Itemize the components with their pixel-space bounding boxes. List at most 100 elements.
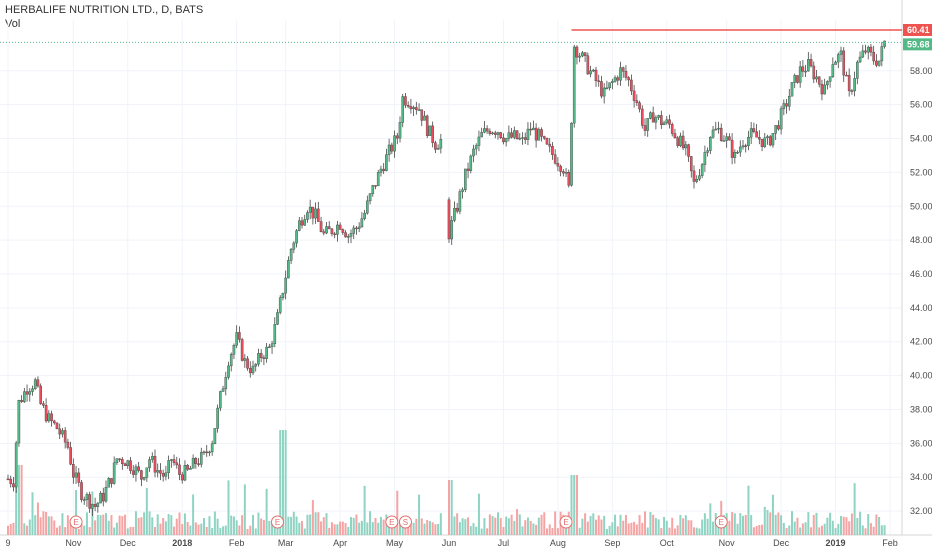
candle: [393, 130, 396, 158]
volume-bar: [31, 492, 34, 535]
volume-bar: [303, 528, 306, 535]
candle-body: [597, 80, 601, 83]
candle-body: [572, 46, 576, 124]
candle-body: [366, 200, 369, 214]
volume-bar: [573, 475, 576, 535]
candle-body: [771, 133, 775, 146]
volume-bar: [630, 522, 633, 535]
candle: [404, 93, 407, 109]
candle: [159, 463, 162, 481]
candle-body: [248, 368, 252, 374]
candle: [877, 60, 881, 67]
earnings-event-icon[interactable]: E: [271, 515, 284, 529]
candle-body: [513, 130, 516, 138]
candle: [640, 105, 644, 129]
candle-body: [668, 119, 671, 125]
earnings-event-icon[interactable]: E: [714, 515, 728, 529]
candle-body: [205, 451, 209, 454]
volume-bar: [7, 525, 9, 535]
candle-body: [319, 221, 323, 232]
candle-body: [88, 494, 91, 509]
candle-body: [779, 108, 783, 130]
earnings-event-icon[interactable]: E: [385, 515, 399, 529]
candle: [521, 132, 524, 145]
volume-bar: [736, 523, 739, 535]
time-tick-label: 2019: [826, 538, 846, 548]
volume-bar: [26, 525, 29, 535]
volume-bar: [330, 522, 333, 535]
candle: [431, 121, 434, 148]
candle: [689, 156, 693, 178]
candle-body: [630, 79, 633, 92]
candle: [504, 137, 508, 147]
volume-bar: [260, 518, 263, 535]
volume-bar: [717, 524, 720, 535]
candle: [387, 138, 391, 162]
candle-body: [581, 52, 584, 57]
candle-body: [703, 152, 707, 165]
candle: [507, 125, 511, 142]
volume-bar: [624, 515, 627, 535]
candle: [556, 157, 560, 172]
volume-bar: [232, 516, 235, 535]
volume-bar: [243, 484, 246, 535]
candle: [322, 228, 326, 236]
volume-bar: [690, 520, 693, 535]
candle-body: [738, 146, 742, 153]
candle: [676, 136, 679, 148]
candle-body: [110, 478, 113, 484]
candle: [284, 270, 287, 300]
candle-body: [515, 130, 519, 139]
candle-body: [140, 470, 143, 480]
candle: [99, 491, 102, 504]
candle-body: [80, 482, 83, 500]
candle-body: [91, 504, 94, 509]
earnings-event-icon[interactable]: S: [398, 515, 412, 529]
candle: [93, 497, 97, 512]
candle: [842, 47, 846, 82]
candle: [458, 188, 462, 215]
candle: [213, 428, 217, 445]
candle-body: [55, 422, 59, 430]
price-tick-label: 48.00: [910, 235, 932, 245]
volume-bar: [328, 527, 331, 535]
candle: [66, 438, 70, 450]
candle-body: [58, 428, 62, 435]
earnings-event-icon[interactable]: E: [69, 515, 83, 529]
candle: [660, 110, 663, 129]
candle-body: [496, 132, 500, 135]
candle: [20, 395, 23, 403]
time-tick-label: Dec: [773, 538, 790, 548]
time-axis[interactable]: 9 Nov Dec 2018 Feb Mar Apr May Jun Jul Aug Sep Oct No…: [5, 538, 897, 548]
candle-body: [423, 115, 426, 121]
candle: [319, 216, 323, 233]
price-axis[interactable]: 32.00 34.00 36.00 38.00 40.00 42.00 44.00 46.00…: [910, 66, 932, 516]
candle-body: [42, 403, 45, 406]
candle-body: [254, 363, 258, 367]
candle-body: [121, 459, 124, 465]
candle-body: [9, 478, 13, 484]
candle: [382, 163, 385, 175]
candle-body: [774, 125, 777, 134]
candle-body: [760, 138, 764, 147]
earnings-event-icon[interactable]: E: [559, 515, 573, 529]
chart-title: HERBALIFE NUTRITION LTD., D, BATS: [5, 4, 204, 16]
candle-body: [883, 40, 886, 47]
candle-body: [281, 292, 285, 298]
candle-body: [670, 124, 674, 134]
volume-bar: [497, 512, 499, 535]
candle: [156, 463, 160, 478]
candle-body: [31, 388, 34, 392]
candle: [303, 214, 307, 226]
candle-body: [676, 137, 679, 146]
volume-bar: [238, 525, 241, 535]
candle: [371, 184, 375, 197]
candle-body: [679, 135, 682, 146]
candle-body: [722, 140, 726, 142]
event-circle: [559, 515, 573, 529]
candle-body: [123, 463, 127, 467]
candle: [744, 143, 748, 153]
volume-bar: [439, 513, 442, 535]
